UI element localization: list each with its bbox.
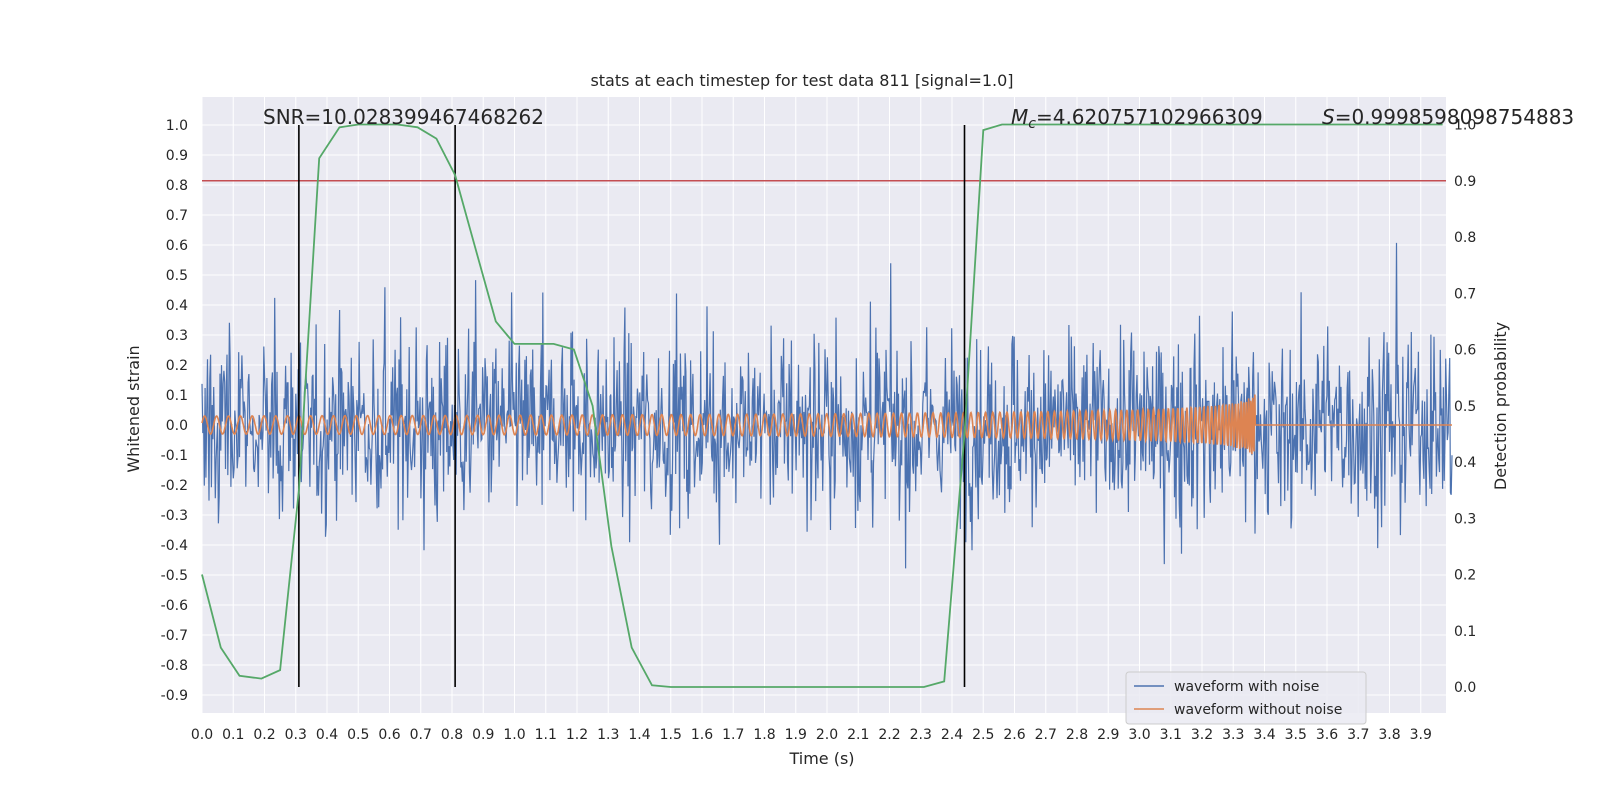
x-tick-label: 2.0: [816, 727, 838, 743]
x-tick-label: 3.4: [1253, 727, 1275, 743]
y-tick-label: 0.6: [166, 238, 188, 254]
chirp-mass-symbol: M: [1011, 105, 1028, 129]
chirp-mass-annotation: Mc=4.620757102966309: [1011, 105, 1263, 132]
y2-tick-label: 0.4: [1454, 455, 1476, 471]
x-tick-label: 0.2: [253, 727, 275, 743]
x-tick-label: 2.9: [1097, 727, 1119, 743]
x-tick-label: 0.1: [222, 727, 244, 743]
x-tick-label: 2.4: [941, 727, 963, 743]
x-tick-label: 1.0: [503, 727, 525, 743]
legend-label-noise: waveform with noise: [1174, 679, 1319, 695]
y2-tick-label: 0.1: [1454, 624, 1476, 640]
x-tick-label: 3.7: [1347, 727, 1369, 743]
x-tick-label: 0.0: [191, 727, 213, 743]
x-tick-label: 2.8: [1066, 727, 1088, 743]
x-tick-label: 0.7: [410, 727, 432, 743]
clean-waveform-line: [201, 394, 1452, 455]
x-tick-label: 1.8: [753, 727, 775, 743]
y-tick-label: -0.5: [161, 568, 188, 584]
marker-lines: [298, 125, 966, 687]
s-value: =0.9998598098754883: [1335, 105, 1574, 129]
x-axis-label: Time (s): [788, 749, 854, 768]
legend-box: [1125, 671, 1367, 725]
y-axis-label: Whitened strain: [124, 345, 143, 472]
y-tick-label: -0.1: [161, 448, 188, 464]
series-waveform-without-noise: [201, 394, 1452, 455]
y-tick-label: 0.4: [166, 298, 188, 314]
y2-tick-label: 0.3: [1454, 511, 1476, 527]
x-tick-label: 3.0: [1128, 727, 1150, 743]
s-annotation: S=0.9998598098754883: [1322, 105, 1574, 129]
x-tick-label: 3.5: [1285, 727, 1307, 743]
x-tick-label: 1.7: [722, 727, 744, 743]
y2-tick-label: 0.9: [1454, 174, 1476, 190]
x-tick-label: 3.9: [1410, 727, 1432, 743]
y-tick-label: -0.8: [161, 658, 188, 674]
y-tick-label: 0.9: [166, 148, 188, 164]
x-tick-label: 1.1: [535, 727, 557, 743]
chirp-mass-subscript: c: [1028, 116, 1036, 132]
x-tick-label: 0.6: [378, 727, 400, 743]
chirp-mass-value: =4.620757102966309: [1036, 105, 1263, 129]
x-tick-label: 2.6: [1003, 727, 1025, 743]
x-tick-label: 0.4: [316, 727, 338, 743]
x-tick-label: 3.8: [1378, 727, 1400, 743]
x-tick-label: 2.5: [972, 727, 994, 743]
y-tick-label: 0.1: [166, 388, 188, 404]
x-tick-label: 2.1: [847, 727, 869, 743]
s-symbol: S: [1322, 105, 1335, 129]
y-tick-label: 0.8: [166, 178, 188, 194]
x-tick-label: 3.1: [1160, 727, 1182, 743]
x-tick-label: 3.6: [1316, 727, 1338, 743]
x-tick-label: 3.2: [1191, 727, 1213, 743]
x-tick-label: 1.9: [785, 727, 807, 743]
snr-annotation: SNR=10.028399467468262: [263, 105, 544, 129]
y-tick-label: 1.0: [166, 118, 188, 134]
y-tick-label: -0.6: [161, 598, 188, 614]
x-tick-labels: 0.0 0.1 0.2 0.3 0.4 0.5 0.6 0.7 0.8 0.9 1.0 1.1 1.2 1…: [191, 727, 1432, 743]
x-tick-label: 1.3: [597, 727, 619, 743]
y-tick-label: 0.0: [166, 418, 188, 434]
y-tick-label: -0.2: [161, 478, 188, 494]
x-tick-label: 0.5: [347, 727, 369, 743]
y2-tick-label: 0.0: [1454, 680, 1476, 696]
x-tick-label: 1.2: [566, 727, 588, 743]
y-tick-label: -0.9: [161, 688, 188, 704]
legend-label-clean: waveform without noise: [1174, 702, 1342, 718]
y-tick-labels: 1.0 0.9 0.8 0.7 0.6 0.5 0.4 0.3 0.2 0.1 0.0 -0.1 -0.…: [161, 118, 188, 704]
y-tick-label: -0.3: [161, 508, 188, 524]
y2-tick-label: 0.7: [1454, 286, 1476, 302]
y-tick-label: -0.7: [161, 628, 188, 644]
x-tick-label: 0.3: [285, 727, 307, 743]
x-tick-label: 2.3: [910, 727, 932, 743]
y-tick-label: -0.4: [161, 538, 188, 554]
x-tick-label: 3.3: [1222, 727, 1244, 743]
y-tick-label: 0.2: [166, 358, 188, 374]
probability-line: [201, 123, 1443, 688]
y2-tick-label: 0.6: [1454, 343, 1476, 359]
x-tick-label: 1.4: [628, 727, 650, 743]
series-detection-probability: [201, 123, 1443, 688]
x-tick-label: 0.9: [472, 727, 494, 743]
y2-tick-labels: 1.0 0.9 0.8 0.7 0.6 0.5 0.4 0.3 0.2 0.1 0.0: [1454, 118, 1476, 697]
chart-title: stats at each timestep for test data 811…: [590, 71, 1013, 90]
x-tick-label: 2.2: [878, 727, 900, 743]
y-tick-label: 0.5: [166, 268, 188, 284]
y2-tick-label: 0.8: [1454, 230, 1476, 246]
x-tick-label: 2.7: [1035, 727, 1057, 743]
x-tick-label: 0.8: [441, 727, 463, 743]
x-tick-label: 1.6: [691, 727, 713, 743]
y-tick-label: 0.3: [166, 328, 188, 344]
y2-axis-label: Detection probability: [1491, 322, 1510, 490]
y2-tick-label: 0.2: [1454, 568, 1476, 584]
y-tick-label: 0.7: [166, 208, 188, 224]
y2-tick-label: 1.0: [1454, 118, 1476, 134]
legend: waveform with noise waveform without noi…: [1125, 671, 1367, 725]
y2-tick-label: 0.5: [1454, 399, 1476, 415]
x-tick-label: 1.5: [660, 727, 682, 743]
